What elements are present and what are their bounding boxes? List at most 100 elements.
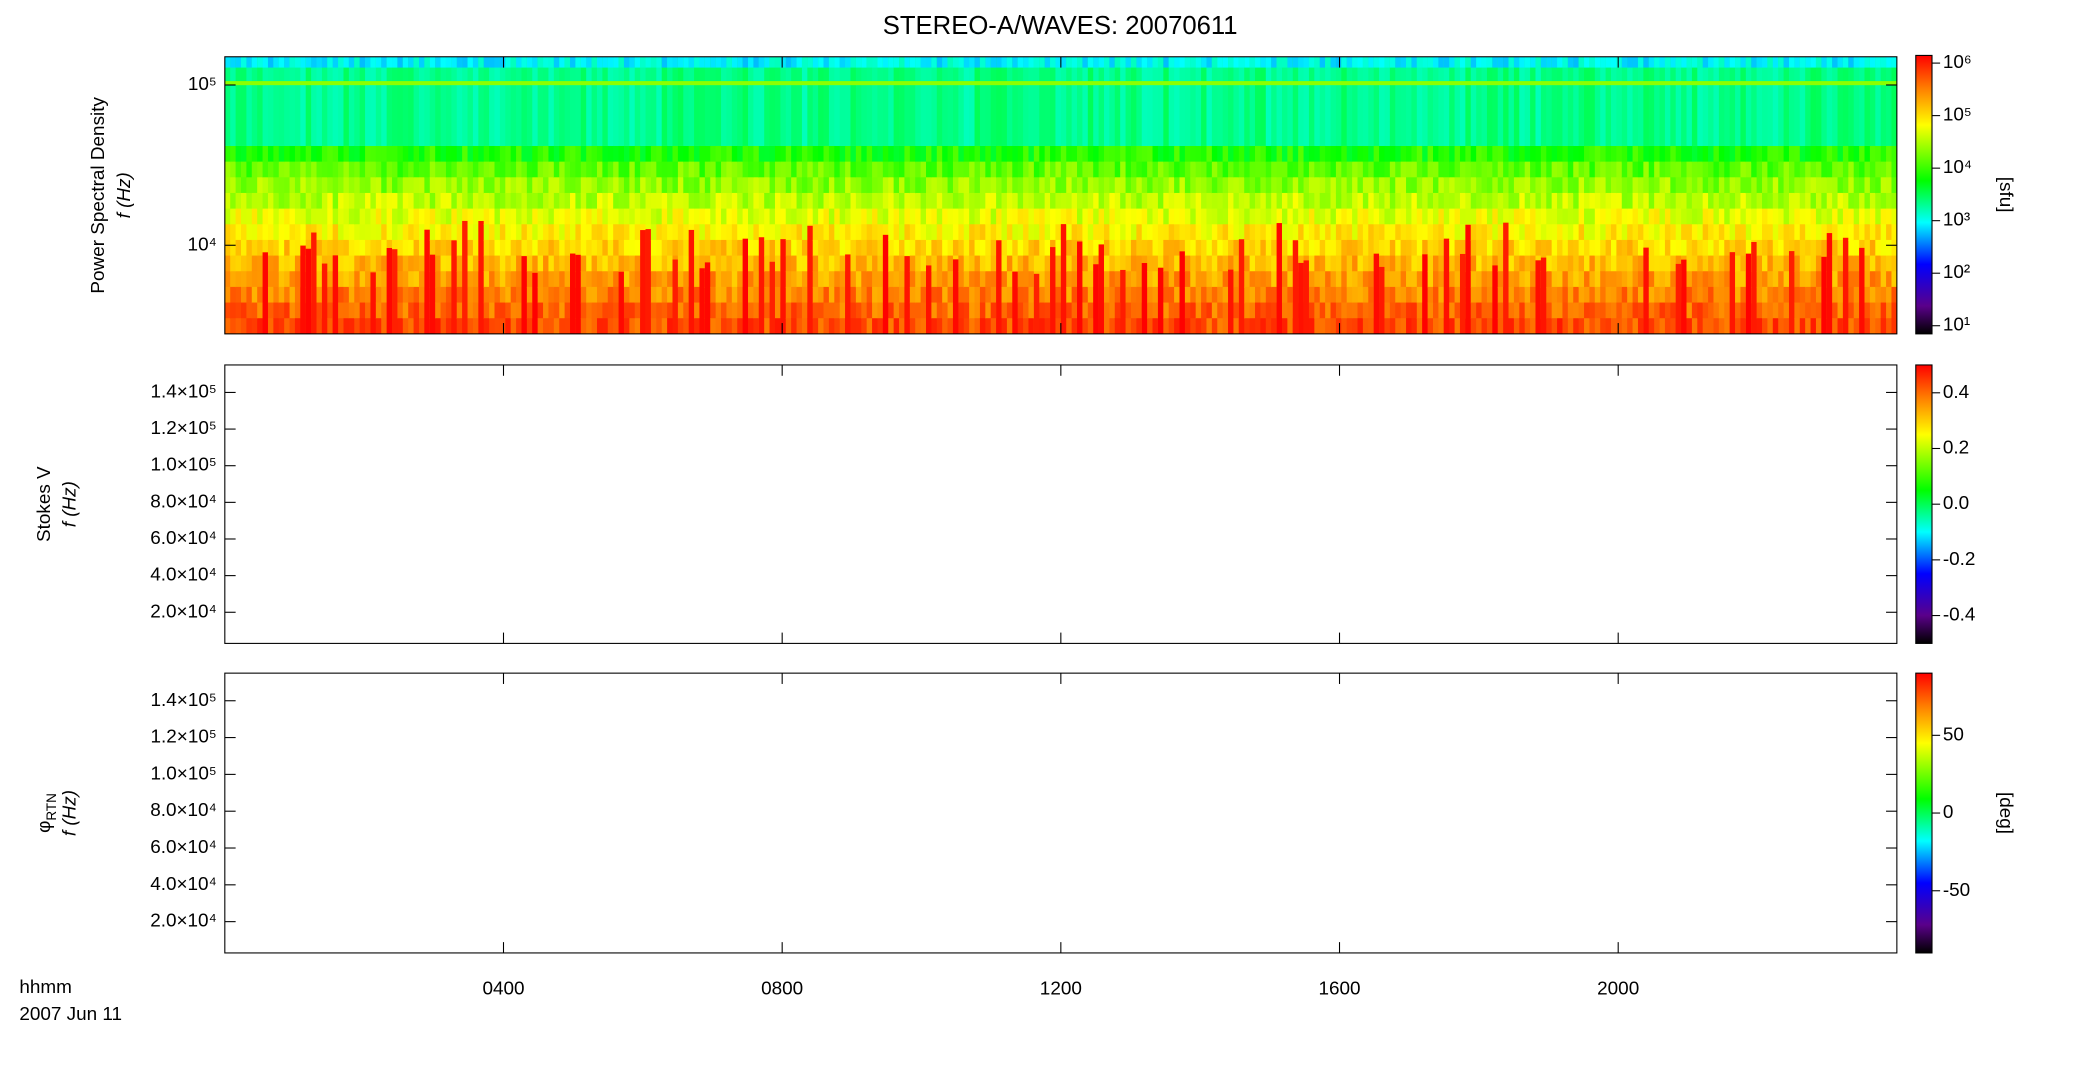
spectrogram-texture bbox=[1589, 208, 1596, 226]
spectrogram-texture bbox=[1249, 318, 1256, 334]
spectrogram-texture bbox=[1476, 224, 1483, 241]
spectrogram-texture bbox=[1249, 224, 1256, 241]
spectrogram-texture bbox=[305, 239, 312, 257]
spectrogram-texture bbox=[791, 224, 798, 241]
spectrogram-texture bbox=[704, 208, 712, 226]
spectrogram-texture bbox=[1357, 318, 1364, 334]
spectrogram-texture bbox=[1643, 161, 1650, 179]
spectrogram-texture bbox=[1163, 302, 1170, 320]
spectrogram-texture bbox=[1373, 253, 1380, 334]
spectrogram-texture bbox=[586, 192, 593, 210]
spectrogram-texture bbox=[1281, 177, 1289, 194]
spectrogram-texture bbox=[672, 224, 679, 241]
spectrogram-texture bbox=[478, 192, 485, 210]
spectrogram-texture bbox=[516, 208, 523, 226]
spectrogram-texture bbox=[623, 145, 631, 163]
spectrogram-texture bbox=[505, 302, 512, 320]
spectrogram-texture bbox=[1228, 255, 1235, 273]
spectrogram-texture bbox=[1136, 192, 1143, 210]
spectrogram-texture bbox=[1513, 286, 1521, 304]
spectrogram-texture bbox=[774, 56, 782, 68]
spectrogram-texture bbox=[694, 224, 701, 241]
spectrogram-texture bbox=[1265, 145, 1273, 163]
spectrogram-texture bbox=[1023, 192, 1030, 210]
spectrogram-texture bbox=[1362, 56, 1370, 68]
spectrogram-texture bbox=[1109, 177, 1116, 194]
spectrogram-texture bbox=[359, 224, 366, 241]
spectrogram-texture bbox=[230, 56, 237, 146]
spectrogram-texture bbox=[1287, 255, 1294, 273]
spectrogram-texture bbox=[1050, 177, 1057, 194]
spectrogram-texture bbox=[1028, 145, 1035, 163]
spectrogram-texture bbox=[235, 161, 242, 179]
spectrogram-texture bbox=[1233, 56, 1240, 68]
spectrogram-texture bbox=[683, 208, 690, 226]
spectrogram-texture bbox=[1864, 56, 1871, 68]
spectrogram-texture bbox=[1632, 192, 1639, 210]
spectrogram-texture bbox=[1659, 286, 1666, 304]
spectrogram-texture bbox=[230, 286, 237, 304]
spectrogram-texture bbox=[575, 192, 582, 210]
spectrogram-texture bbox=[316, 56, 323, 68]
spectrogram-texture bbox=[823, 318, 830, 334]
spectrogram-texture bbox=[1670, 255, 1677, 273]
spectrogram-texture bbox=[1384, 239, 1391, 257]
spectrogram-texture bbox=[1233, 177, 1240, 194]
spectrogram-texture bbox=[1438, 208, 1445, 226]
spectrogram-texture bbox=[1066, 271, 1073, 288]
spectrogram-texture bbox=[1006, 145, 1014, 163]
spectrogram-texture bbox=[1886, 56, 1893, 146]
spectrogram-texture bbox=[1303, 208, 1310, 226]
spectrogram-texture bbox=[1265, 302, 1273, 320]
spectrogram-texture bbox=[251, 161, 258, 179]
spectrogram-texture bbox=[499, 302, 507, 320]
spectrogram-texture bbox=[424, 208, 431, 226]
spectrogram-texture bbox=[877, 192, 884, 210]
spectrogram-texture bbox=[1201, 56, 1208, 146]
spectrogram-texture bbox=[1708, 56, 1715, 68]
spectrogram-texture bbox=[1438, 255, 1445, 273]
spectrogram-texture bbox=[613, 239, 620, 257]
colorbar-tick-label: -0.4 bbox=[1943, 605, 1976, 626]
spectrogram-texture bbox=[688, 177, 695, 194]
spectrogram-texture bbox=[1244, 271, 1251, 288]
spectrogram-texture bbox=[1735, 271, 1742, 288]
spectrogram-texture bbox=[667, 271, 674, 288]
spectrogram-texture bbox=[828, 56, 836, 68]
spectrogram-texture bbox=[1492, 145, 1499, 163]
spectrogram-texture bbox=[570, 161, 577, 179]
spectrogram-texture bbox=[1508, 208, 1515, 226]
spectrogram-texture bbox=[235, 177, 242, 194]
spectrogram-texture bbox=[1481, 224, 1488, 241]
spectrogram-texture bbox=[1406, 192, 1413, 210]
spectrogram-texture bbox=[996, 56, 1003, 68]
spectrogram-texture bbox=[1028, 286, 1035, 304]
spectrogram-texture bbox=[1055, 224, 1062, 241]
spectrogram-texture bbox=[1815, 271, 1823, 288]
spectrogram-texture bbox=[1799, 161, 1806, 179]
spectrogram-texture bbox=[1691, 177, 1699, 194]
spectrogram-texture bbox=[1427, 161, 1434, 179]
spectrogram-texture bbox=[1815, 286, 1823, 304]
spectrogram-texture bbox=[1438, 56, 1445, 146]
spectrogram-texture bbox=[1109, 239, 1116, 257]
spectrogram-texture bbox=[1875, 286, 1882, 304]
spectrogram-texture bbox=[1589, 318, 1596, 334]
spectrogram-texture bbox=[1627, 255, 1634, 273]
spectrogram-texture bbox=[1821, 192, 1828, 210]
spectrogram-texture bbox=[397, 286, 404, 304]
spectrogram-texture bbox=[1389, 286, 1397, 304]
spectrogram-texture bbox=[1735, 318, 1742, 334]
spectrogram-texture bbox=[1357, 302, 1364, 320]
y-axis-unit: f (Hz) bbox=[60, 481, 81, 527]
spectrogram-texture bbox=[1260, 302, 1267, 320]
spectrogram-texture bbox=[1632, 286, 1639, 304]
spectrogram-texture bbox=[969, 208, 976, 226]
spectrogram-texture bbox=[1023, 208, 1030, 226]
spectrogram-texture bbox=[1670, 239, 1677, 257]
spectrogram-texture bbox=[974, 145, 981, 163]
spectrogram-texture bbox=[1729, 56, 1736, 68]
spectrogram-texture bbox=[402, 224, 410, 241]
spectrogram-texture bbox=[683, 192, 690, 210]
spectrogram-texture bbox=[553, 286, 561, 304]
